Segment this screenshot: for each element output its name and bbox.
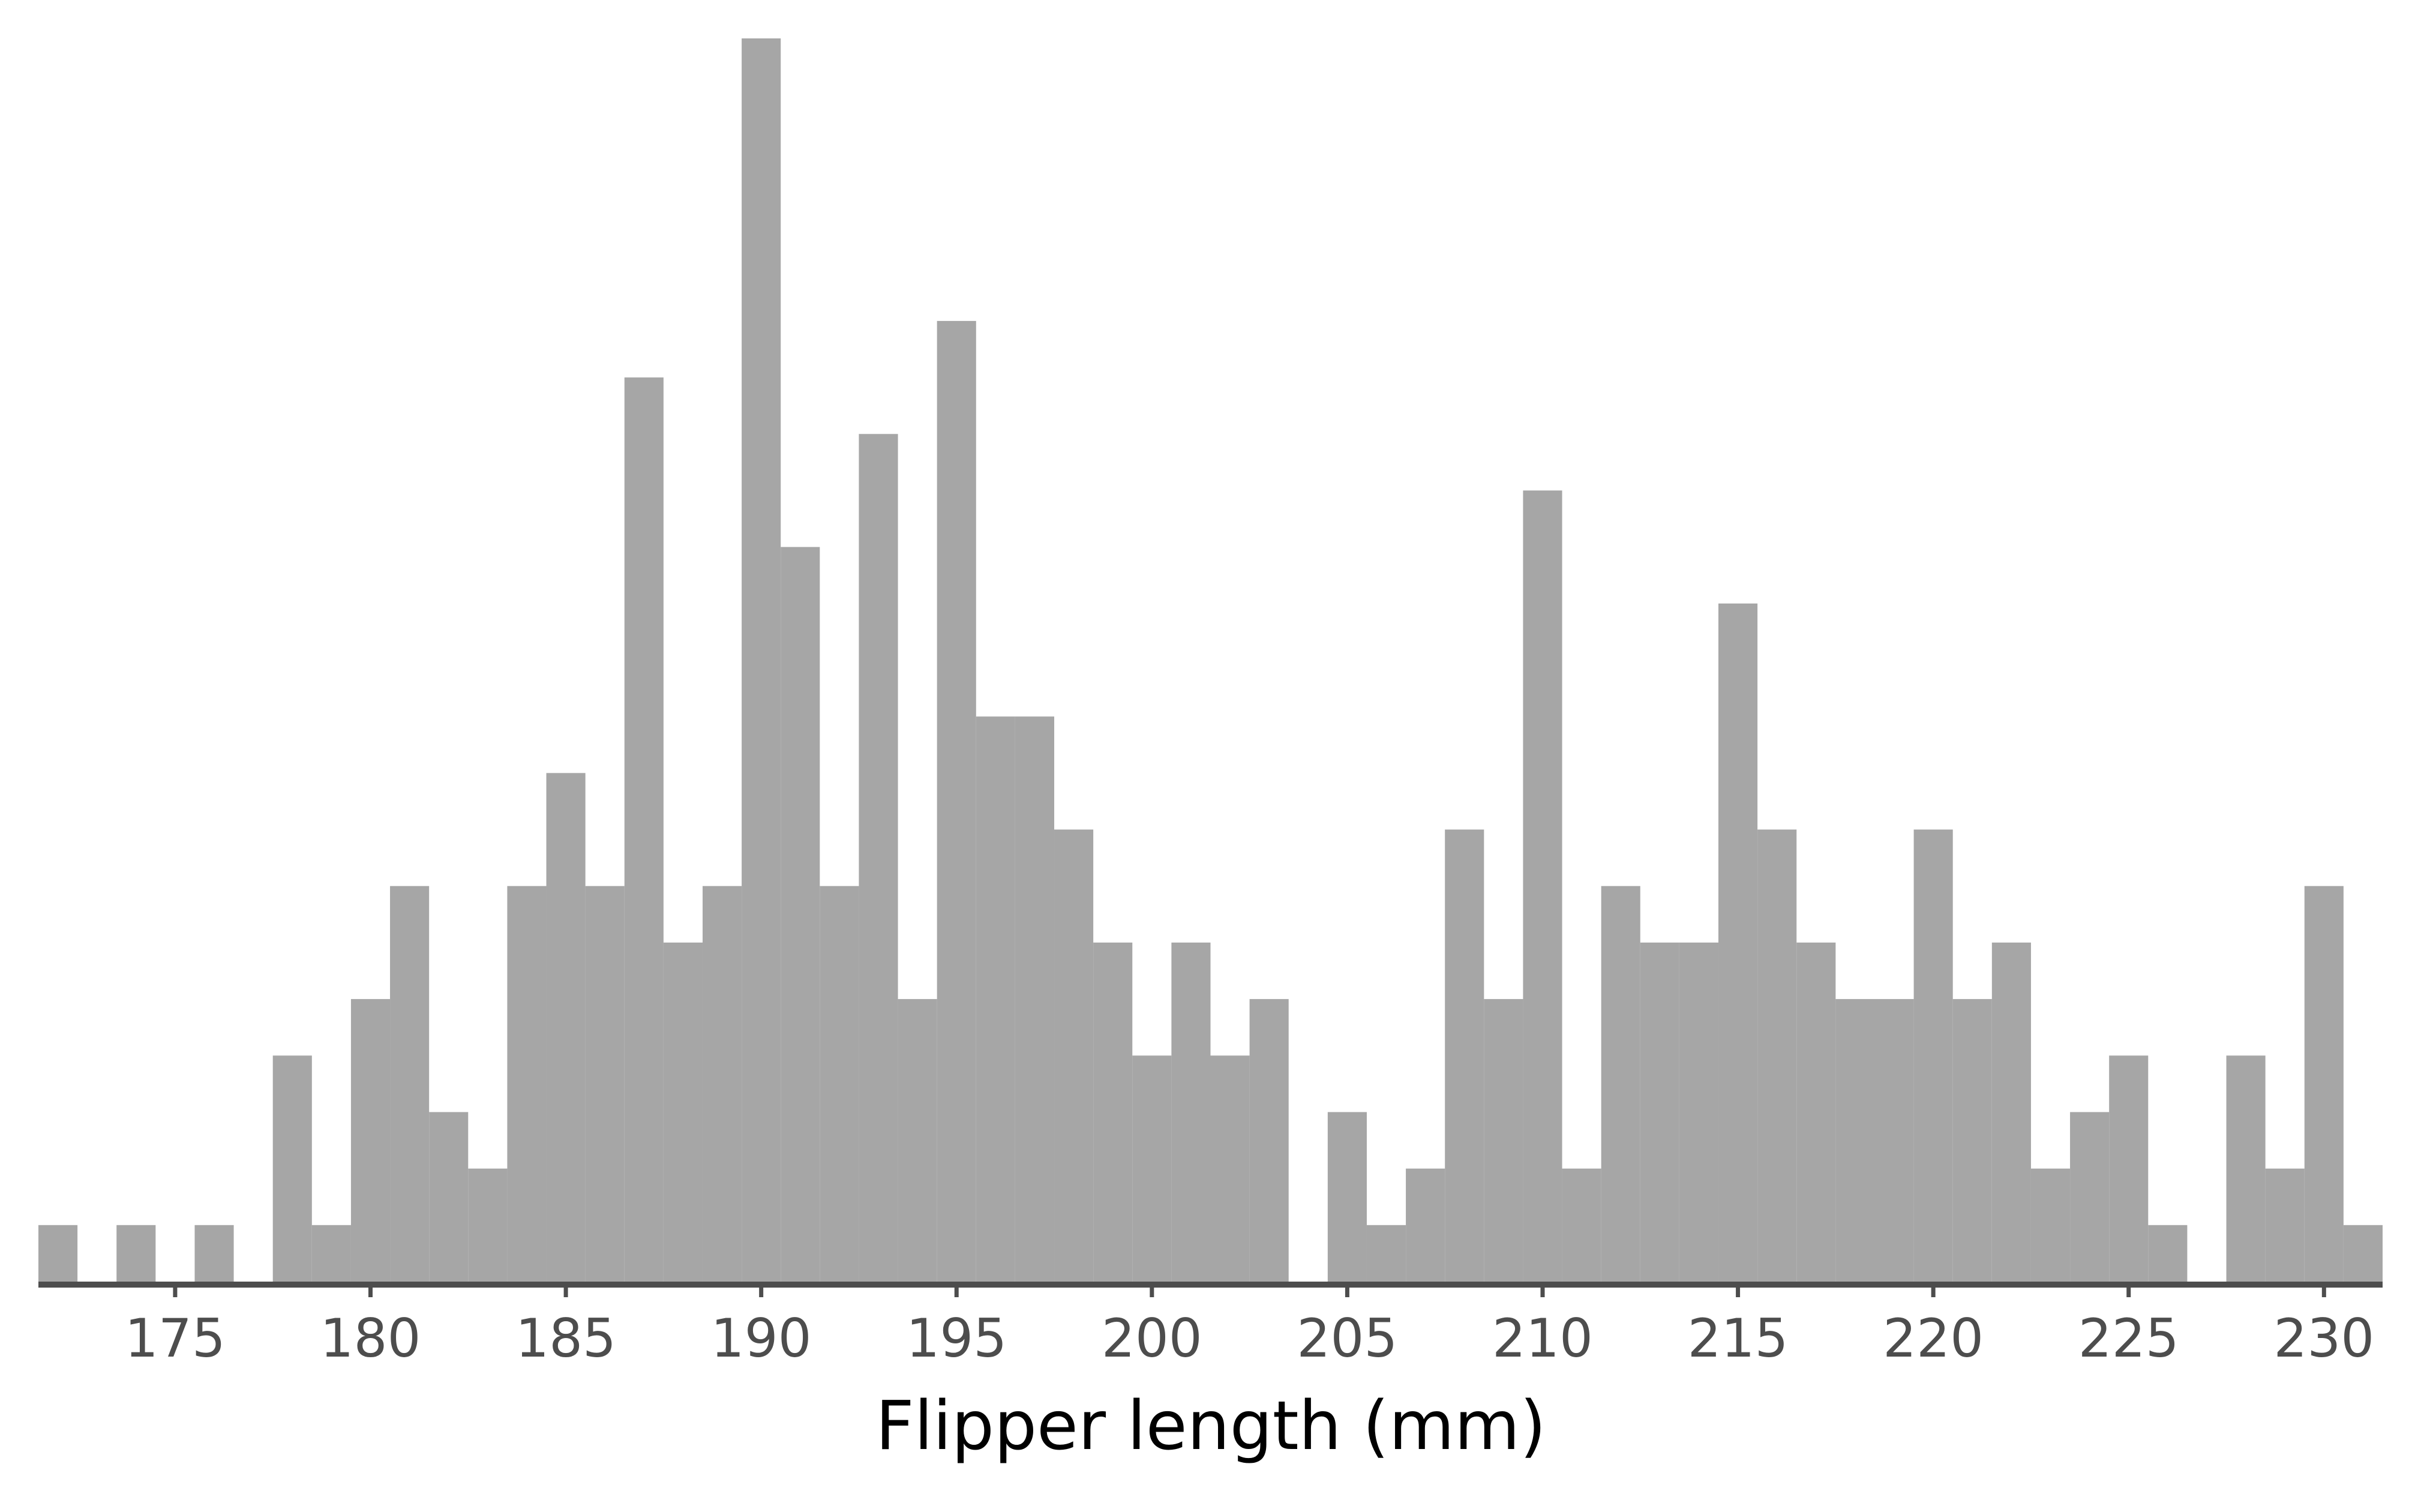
bar <box>1874 999 1914 1282</box>
bar <box>1327 1112 1367 1282</box>
bar <box>2109 1055 2149 1282</box>
bar <box>390 886 430 1282</box>
bar <box>2343 1225 2383 1282</box>
bar <box>1484 999 1523 1282</box>
bar <box>742 38 781 1282</box>
bar <box>1132 1055 1172 1282</box>
x-tick-label: 205 <box>1297 1307 1397 1369</box>
x-tick-label: 175 <box>125 1307 226 1369</box>
bar <box>859 434 898 1282</box>
bar <box>1562 1168 1601 1282</box>
bar <box>1601 886 1640 1282</box>
x-tick-label: 190 <box>711 1307 812 1369</box>
bar <box>585 886 625 1282</box>
bar <box>2030 1168 2071 1282</box>
bar <box>1991 942 2031 1282</box>
bar <box>1913 829 1953 1282</box>
x-tick-label: 180 <box>320 1307 421 1369</box>
x-tick-label: 200 <box>1102 1307 1202 1369</box>
bar <box>1718 603 1758 1282</box>
bar <box>272 1055 312 1282</box>
bar <box>1366 1225 1406 1282</box>
bar <box>702 886 742 1282</box>
bar <box>2265 1168 2305 1282</box>
bar <box>1679 942 1719 1282</box>
x-tick-label: 210 <box>1492 1307 1593 1369</box>
bar <box>1640 942 1679 1282</box>
bar <box>2304 886 2344 1282</box>
bar <box>663 942 703 1282</box>
bar <box>546 773 586 1282</box>
bar <box>976 716 1015 1282</box>
x-tick-label: 185 <box>515 1307 616 1369</box>
bar <box>624 377 664 1282</box>
bar <box>1015 716 1055 1282</box>
bar <box>1406 1168 1445 1282</box>
bars <box>38 38 2383 1282</box>
bar <box>1093 942 1133 1282</box>
bar <box>2148 1225 2188 1282</box>
bar <box>1210 1055 1250 1282</box>
bar <box>1171 942 1211 1282</box>
bar <box>898 999 937 1282</box>
bar <box>194 1225 234 1282</box>
x-tick-label: 220 <box>1883 1307 1984 1369</box>
x-tick-label: 195 <box>906 1307 1007 1369</box>
bar <box>116 1225 156 1282</box>
bar <box>2226 1055 2266 1282</box>
bar <box>1757 829 1797 1282</box>
x-axis: 175 180 185 190 195 200 205 210 215 220 225 230 <box>38 1282 2383 1369</box>
bar <box>781 547 820 1282</box>
bar <box>311 1225 351 1282</box>
bar <box>429 1112 469 1282</box>
x-tick-label: 225 <box>2078 1307 2179 1369</box>
bar <box>350 999 391 1282</box>
x-tick-label: 215 <box>1688 1307 1789 1369</box>
bar <box>1796 942 1836 1282</box>
x-tick-label: 230 <box>2273 1307 2374 1369</box>
x-axis-label: Flipper length (mm) <box>875 1387 1546 1465</box>
bar <box>1523 490 1562 1282</box>
bar <box>1952 999 1992 1282</box>
bar <box>1249 999 1289 1282</box>
bar <box>468 1168 508 1282</box>
bar <box>2070 1112 2110 1282</box>
bar <box>1054 829 1094 1282</box>
bar <box>1445 829 1484 1282</box>
bar <box>1835 999 1875 1282</box>
bar <box>820 886 859 1282</box>
bar <box>38 1225 78 1282</box>
bar <box>937 320 976 1282</box>
bar <box>507 886 547 1282</box>
